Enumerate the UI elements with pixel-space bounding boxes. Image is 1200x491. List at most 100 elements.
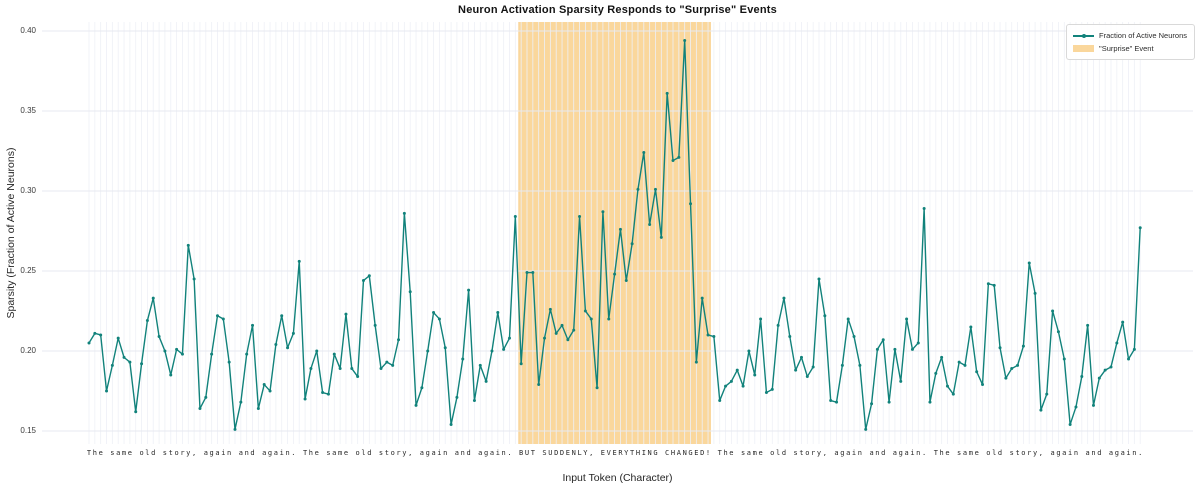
x-tick-char: U xyxy=(548,449,553,457)
x-tick-char: a xyxy=(478,449,483,457)
x-tick-char: s xyxy=(110,449,115,457)
data-point-marker xyxy=(134,410,138,414)
data-point-marker xyxy=(1080,375,1084,379)
data-point-marker xyxy=(1121,320,1125,324)
y-tick-label: 0.40 xyxy=(20,25,36,35)
sparsity-chart-canvas xyxy=(42,22,1193,444)
data-point-marker xyxy=(1056,330,1060,334)
x-tick-char: a xyxy=(332,449,337,457)
data-point-marker xyxy=(1039,408,1043,412)
x-tick-char: a xyxy=(489,449,495,457)
x-tick-char: D xyxy=(700,449,705,457)
data-point-marker xyxy=(192,277,196,281)
data-point-marker xyxy=(852,335,856,339)
data-point-marker xyxy=(922,207,926,211)
x-tick-char: n xyxy=(1091,449,1096,457)
data-point-marker xyxy=(835,400,839,404)
x-tick-char: a xyxy=(431,449,436,457)
x-tick-char: a xyxy=(834,449,839,457)
data-point-marker xyxy=(163,349,167,353)
data-point-marker xyxy=(537,383,541,387)
x-tick-char: o xyxy=(986,449,991,457)
x-tick-char: s xyxy=(957,449,962,457)
data-point-marker xyxy=(472,399,476,403)
plot-area xyxy=(42,22,1193,444)
data-point-marker xyxy=(361,279,365,283)
x-tick-char: . xyxy=(291,449,296,457)
data-point-marker xyxy=(899,379,903,383)
data-point-marker xyxy=(1045,392,1049,396)
x-tick-char: d xyxy=(151,449,156,457)
x-tick-char: y xyxy=(1032,449,1038,457)
data-point-marker xyxy=(1086,323,1090,327)
x-tick-char: l xyxy=(361,449,366,457)
data-point-marker xyxy=(1004,376,1008,380)
data-point-marker xyxy=(782,296,786,300)
data-point-marker xyxy=(799,355,803,359)
x-tick-char: . xyxy=(1138,449,1143,457)
x-tick-char: B xyxy=(519,449,524,457)
x-tick-char: N xyxy=(682,449,687,457)
data-point-marker xyxy=(975,370,979,374)
data-point-marker xyxy=(391,363,395,367)
y-tick-label: 0.15 xyxy=(20,425,36,435)
x-tick-char: g xyxy=(425,449,430,457)
x-tick-char: d xyxy=(997,449,1003,457)
data-point-marker xyxy=(408,290,412,294)
x-tick-char: t xyxy=(168,449,173,457)
x-tick-char: a xyxy=(1120,449,1125,457)
x-tick-char: t xyxy=(384,449,389,457)
data-point-marker xyxy=(823,314,827,318)
x-tick-char: h xyxy=(723,449,728,457)
data-point-marker xyxy=(426,349,430,353)
x-tick-char: g xyxy=(898,449,903,457)
data-point-marker xyxy=(455,395,459,399)
x-tick-char: g xyxy=(1056,449,1061,457)
x-tick-char: L xyxy=(577,449,582,457)
x-tick-char: d xyxy=(881,449,886,457)
x-tick-char: i xyxy=(1068,449,1073,457)
x-tick-char: r xyxy=(1027,449,1032,457)
data-point-marker xyxy=(998,346,1002,350)
x-tick-char: T xyxy=(86,449,92,457)
y-tick-label: 0.25 xyxy=(20,265,36,275)
data-point-marker xyxy=(928,400,932,404)
data-point-marker xyxy=(1033,291,1037,295)
x-tick-char: g xyxy=(267,449,273,457)
x-tick-char: r xyxy=(396,449,401,457)
legend-row-series: Fraction of Active Neurons xyxy=(1073,29,1187,42)
y-axis-label: Sparsity (Fraction of Active Neurons) xyxy=(5,147,17,319)
x-tick-char: e xyxy=(314,449,319,457)
x-tick-char: o xyxy=(174,449,179,457)
data-point-marker xyxy=(689,202,693,206)
x-tick-char: Y xyxy=(583,449,588,457)
x-tick-char: . xyxy=(922,449,927,457)
data-point-marker xyxy=(969,325,973,329)
data-point-marker xyxy=(811,365,815,369)
x-tick-char: s xyxy=(793,449,798,457)
x-tick-char: r xyxy=(811,449,816,457)
data-point-marker xyxy=(548,307,552,311)
x-tick-char: D xyxy=(554,449,559,457)
data-point-marker xyxy=(280,314,284,318)
x-tick-char: m xyxy=(121,449,127,457)
x-tick-char: a xyxy=(238,449,243,457)
data-point-marker xyxy=(624,279,628,283)
x-tick-char: n xyxy=(501,449,506,457)
x-tick-char: n xyxy=(227,449,232,457)
data-point-marker xyxy=(87,341,91,345)
data-point-marker xyxy=(175,347,179,351)
x-tick-char: a xyxy=(746,449,752,457)
x-tick-char: h xyxy=(308,449,314,457)
data-point-marker xyxy=(618,227,622,231)
x-tick-char: T xyxy=(933,449,938,457)
data-point-marker xyxy=(1115,341,1119,345)
data-point-marker xyxy=(1027,261,1031,265)
data-point-marker xyxy=(321,391,325,395)
data-point-marker xyxy=(613,272,617,276)
x-tick-char: . xyxy=(507,449,512,457)
x-tick-char: m xyxy=(968,449,973,457)
x-tick-char: Y xyxy=(624,449,629,457)
data-point-marker xyxy=(665,91,669,95)
data-point-marker xyxy=(764,391,768,395)
